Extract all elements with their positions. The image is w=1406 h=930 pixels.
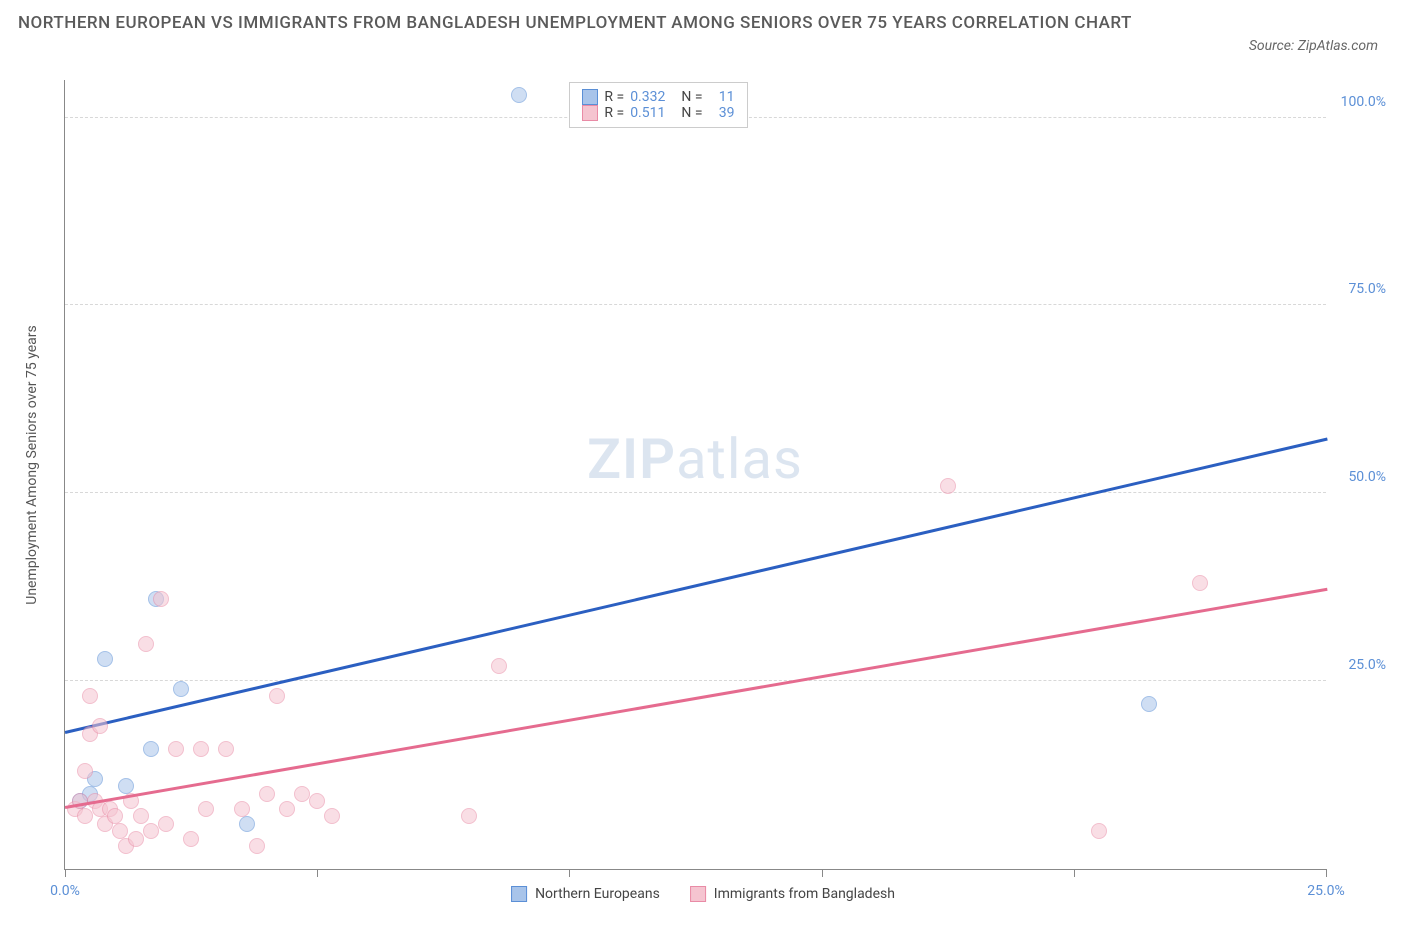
scatter-point bbox=[143, 741, 159, 757]
scatter-point bbox=[138, 636, 154, 652]
scatter-point bbox=[82, 688, 98, 704]
legend-item: Immigrants from Bangladesh bbox=[690, 886, 895, 902]
r-value: 0.511 bbox=[630, 105, 665, 121]
scatter-point bbox=[940, 478, 956, 494]
scatter-point bbox=[173, 681, 189, 697]
scatter-point bbox=[269, 688, 285, 704]
scatter-point bbox=[279, 801, 295, 817]
gridline bbox=[65, 680, 1326, 681]
scatter-point bbox=[183, 831, 199, 847]
legend-swatch bbox=[690, 886, 706, 902]
legend-swatch bbox=[511, 886, 527, 902]
chart-area: ZIPatlas 25.0%50.0%75.0%100.0%0.0%25.0%R… bbox=[64, 80, 1326, 870]
scatter-point bbox=[133, 808, 149, 824]
scatter-point bbox=[1141, 696, 1157, 712]
gridline bbox=[65, 492, 1326, 493]
gridline bbox=[65, 304, 1326, 305]
y-tick-label: 25.0% bbox=[1331, 657, 1386, 673]
stats-legend-row: R = 0.511 N = 39 bbox=[582, 105, 734, 121]
legend-label: Northern Europeans bbox=[535, 886, 660, 902]
chart-title: NORTHERN EUROPEAN VS IMMIGRANTS FROM BAN… bbox=[18, 10, 1168, 37]
x-tick bbox=[1326, 869, 1327, 877]
scatter-point bbox=[193, 741, 209, 757]
n-label: N = bbox=[681, 105, 702, 121]
scatter-point bbox=[143, 823, 159, 839]
r-value: 0.332 bbox=[630, 89, 665, 105]
scatter-point bbox=[112, 823, 128, 839]
stats-legend-row: R = 0.332 N = 11 bbox=[582, 89, 734, 105]
scatter-point bbox=[198, 801, 214, 817]
scatter-point bbox=[259, 786, 275, 802]
scatter-point bbox=[1091, 823, 1107, 839]
scatter-point bbox=[153, 591, 169, 607]
n-value: 39 bbox=[709, 105, 735, 121]
y-tick-label: 75.0% bbox=[1331, 281, 1386, 297]
plot-area: 25.0%50.0%75.0%100.0%0.0%25.0%R =0.332N … bbox=[64, 80, 1326, 870]
scatter-point bbox=[168, 741, 184, 757]
scatter-point bbox=[234, 801, 250, 817]
x-tick bbox=[65, 869, 66, 877]
legend-label: Immigrants from Bangladesh bbox=[714, 886, 895, 902]
scatter-point bbox=[294, 786, 310, 802]
trend-line bbox=[65, 438, 1328, 734]
scatter-point bbox=[324, 808, 340, 824]
scatter-point bbox=[128, 831, 144, 847]
scatter-point bbox=[461, 808, 477, 824]
scatter-point bbox=[77, 808, 93, 824]
scatter-point bbox=[1192, 575, 1208, 591]
scatter-point bbox=[309, 793, 325, 809]
x-tick bbox=[317, 869, 318, 877]
x-tick-label: 0.0% bbox=[50, 883, 80, 899]
scatter-point bbox=[97, 651, 113, 667]
scatter-point bbox=[158, 816, 174, 832]
stats-legend: R = 0.332 N = 11 R = 0.511 N = 39 bbox=[569, 82, 747, 128]
bottom-legend: Northern Europeans Immigrants from Bangla… bbox=[511, 886, 895, 902]
x-tick-label: 25.0% bbox=[1307, 883, 1345, 899]
x-tick bbox=[1074, 869, 1075, 877]
y-tick-label: 100.0% bbox=[1331, 94, 1386, 110]
legend-swatch bbox=[582, 89, 598, 105]
y-tick-label: 50.0% bbox=[1331, 469, 1386, 485]
scatter-point bbox=[491, 658, 507, 674]
r-label: R = bbox=[604, 105, 624, 121]
r-label: R = bbox=[604, 89, 624, 105]
scatter-point bbox=[92, 718, 108, 734]
n-label: N = bbox=[681, 89, 702, 105]
scatter-point bbox=[239, 816, 255, 832]
scatter-point bbox=[511, 87, 527, 103]
source-attribution: Source: ZipAtlas.com bbox=[1249, 38, 1378, 54]
scatter-point bbox=[218, 741, 234, 757]
legend-swatch bbox=[582, 105, 598, 121]
scatter-point bbox=[107, 808, 123, 824]
scatter-point bbox=[249, 838, 265, 854]
legend-item: Northern Europeans bbox=[511, 886, 660, 902]
scatter-point bbox=[118, 778, 134, 794]
y-axis-label: Unemployment Among Seniors over 75 years bbox=[24, 325, 40, 605]
trend-line bbox=[65, 588, 1327, 809]
n-value: 11 bbox=[709, 89, 735, 105]
x-tick bbox=[822, 869, 823, 877]
scatter-point bbox=[77, 763, 93, 779]
x-tick bbox=[569, 869, 570, 877]
